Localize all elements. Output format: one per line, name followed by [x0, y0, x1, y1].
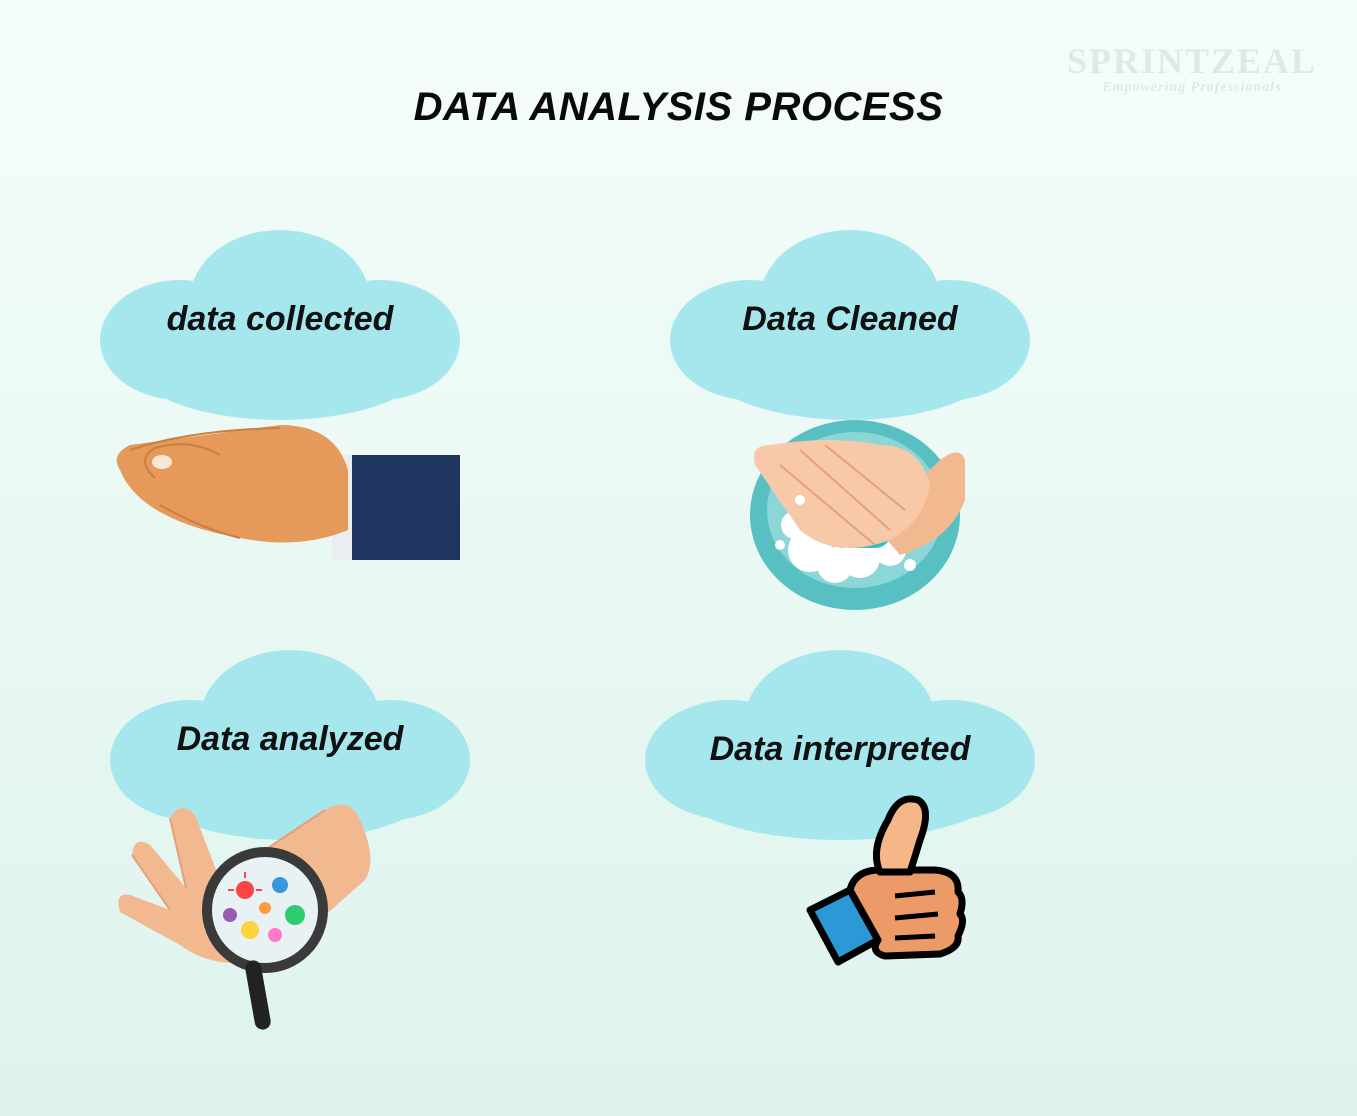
hand-washing-icon: [740, 390, 970, 620]
step-label-interpreted: Data interpreted: [620, 730, 1060, 769]
step-label-analyzed: Data analyzed: [90, 720, 490, 759]
magnifying-hand-icon: [100, 760, 380, 1040]
thumbs-up-icon: [800, 780, 980, 980]
infographic-page: SPRINTZEAL Empowering Professionals DATA…: [0, 0, 1357, 1116]
watermark-text: SPRINTZEAL: [1067, 41, 1317, 81]
step-cloud-collected: data collected: [80, 220, 480, 420]
step-label-cleaned: Data Cleaned: [650, 300, 1050, 339]
open-hand-icon: [100, 400, 460, 600]
step-label-collected: data collected: [80, 300, 480, 339]
page-title: DATA ANALYSIS PROCESS: [0, 85, 1357, 130]
